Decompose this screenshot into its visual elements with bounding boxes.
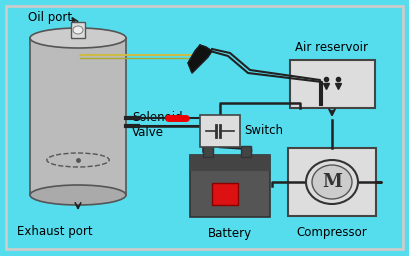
Text: Exhaust port: Exhaust port — [17, 225, 92, 238]
Text: Oil port: Oil port — [28, 11, 72, 24]
FancyBboxPatch shape — [240, 146, 250, 157]
Ellipse shape — [30, 185, 126, 205]
Text: Battery: Battery — [207, 227, 252, 240]
Ellipse shape — [305, 160, 357, 204]
Ellipse shape — [73, 26, 83, 34]
Text: Compressor: Compressor — [296, 226, 366, 239]
Ellipse shape — [30, 28, 126, 48]
FancyBboxPatch shape — [289, 60, 374, 108]
Text: Switch: Switch — [243, 124, 282, 137]
FancyBboxPatch shape — [30, 38, 126, 195]
FancyBboxPatch shape — [202, 146, 213, 157]
FancyBboxPatch shape — [71, 22, 85, 38]
FancyBboxPatch shape — [200, 115, 239, 147]
FancyBboxPatch shape — [189, 155, 270, 217]
Text: Solenoid
Valve: Solenoid Valve — [132, 111, 182, 139]
Polygon shape — [188, 45, 211, 73]
FancyBboxPatch shape — [287, 148, 375, 216]
Text: Air reservoir: Air reservoir — [295, 41, 368, 54]
FancyBboxPatch shape — [211, 183, 237, 205]
Ellipse shape — [311, 165, 351, 199]
Text: M: M — [321, 173, 341, 191]
FancyBboxPatch shape — [189, 155, 270, 171]
